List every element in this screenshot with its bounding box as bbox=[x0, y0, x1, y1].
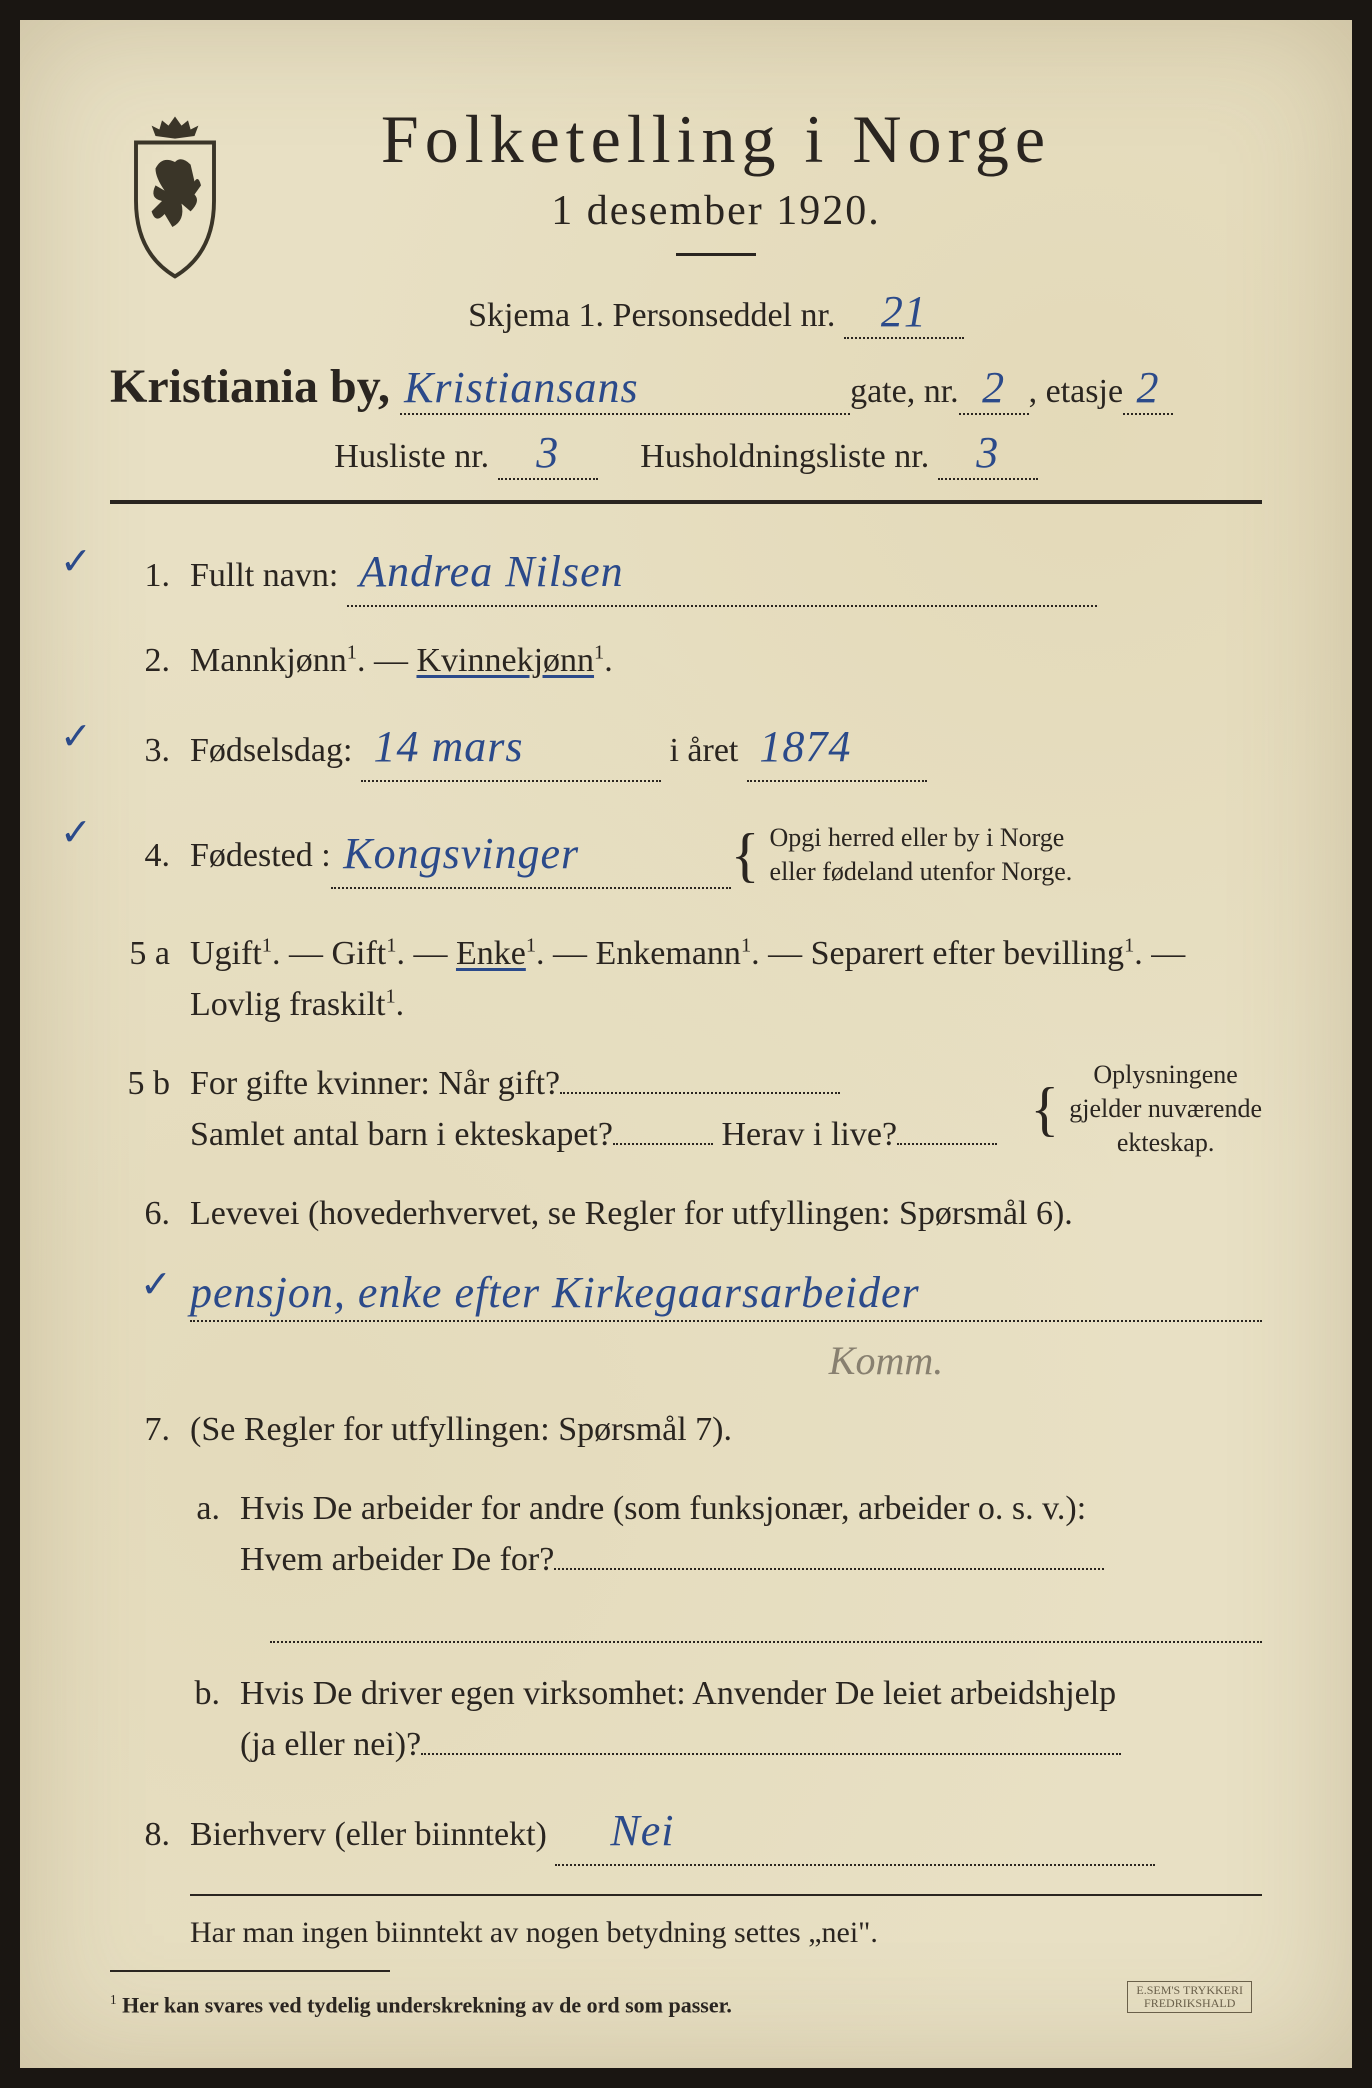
q6-value2: Komm. bbox=[829, 1338, 943, 1383]
check-mark-1: ✓ bbox=[60, 539, 92, 584]
schema-label: Skjema 1. Personseddel nr. bbox=[468, 297, 835, 334]
q3-label: Fødselsdag: bbox=[190, 732, 352, 769]
q5b-label1: For gifte kvinner: Når gift? bbox=[190, 1065, 560, 1102]
q7b-label: b. bbox=[190, 1675, 240, 1713]
q5b-note: Oplysningene gjelder nuværende ekteskap. bbox=[1069, 1058, 1262, 1159]
etasje-value: 2 bbox=[1137, 363, 1160, 412]
check-mark-4: ✓ bbox=[60, 810, 92, 855]
gate-label: gate, nr. bbox=[850, 373, 959, 411]
q7a-blank-line bbox=[270, 1613, 1262, 1643]
footnote-rule bbox=[110, 1970, 390, 1972]
q3-year: 1874 bbox=[759, 722, 851, 771]
crest-svg bbox=[110, 110, 240, 279]
q7a-label: a. bbox=[190, 1490, 240, 1528]
q5a-ugift: Ugift bbox=[190, 935, 262, 972]
subtitle: 1 desember 1920. bbox=[270, 187, 1162, 235]
q5a-row: 5 a Ugift1. — Gift1. — Enke1. — Enkemann… bbox=[110, 928, 1262, 1030]
q3-year-label: i året bbox=[669, 732, 738, 769]
q7-label: (Se Regler for utfyllingen: Spørsmål 7). bbox=[190, 1404, 1262, 1455]
q8-num: 8. bbox=[110, 1816, 190, 1854]
q5a-num: 5 a bbox=[110, 935, 190, 973]
schema-line: Skjema 1. Personseddel nr. 21 bbox=[270, 286, 1162, 339]
q8-label: Bierhverv (eller biinntekt) bbox=[190, 1816, 547, 1853]
q4-value: Kongsvinger bbox=[343, 829, 579, 878]
q5a-enke: Enke bbox=[456, 935, 526, 972]
check-mark-3: ✓ bbox=[60, 714, 92, 759]
q6-num: 6. bbox=[110, 1195, 190, 1233]
q5b-row: 5 b For gifte kvinner: Når gift? Samlet … bbox=[110, 1058, 1262, 1160]
q6-value-line: pensjon, enke efter Kirkegaarsarbeider bbox=[190, 1267, 1262, 1322]
q6-label: Levevei (hovederhvervet, se Regler for u… bbox=[190, 1188, 1262, 1239]
q2-dash: — bbox=[374, 642, 417, 679]
q5b-label2: Samlet antal barn i ekteskapet? bbox=[190, 1116, 613, 1153]
q6-value: pensjon, enke efter Kirkegaarsarbeider bbox=[190, 1268, 920, 1317]
personseddel-nr: 21 bbox=[881, 287, 927, 336]
q7b-row: b. Hvis De driver egen virksomhet: Anven… bbox=[190, 1668, 1262, 1770]
title-block: Folketelling i Norge 1 desember 1920. Sk… bbox=[270, 100, 1262, 339]
q8-value: Nei bbox=[610, 1806, 674, 1855]
q5a-separert: Separert efter bevilling bbox=[811, 935, 1124, 972]
q8-row: 8. Bierhverv (eller biinntekt) Nei bbox=[110, 1798, 1262, 1866]
q7a-text2: Hvem arbeider De for? bbox=[240, 1541, 554, 1578]
footer-rule bbox=[190, 1894, 1262, 1896]
main-title: Folketelling i Norge bbox=[270, 100, 1162, 179]
q7-row: 7. (Se Regler for utfyllingen: Spørsmål … bbox=[110, 1404, 1262, 1455]
q1-value: Andrea Nilsen bbox=[359, 547, 623, 596]
q1-num: 1. bbox=[110, 557, 190, 595]
city-name: Kristiania by, bbox=[110, 359, 390, 414]
husholdning-label: Husholdningsliste nr. bbox=[640, 438, 929, 475]
q7b-text1: Hvis De driver egen virksomhet: Anvender… bbox=[240, 1675, 1116, 1712]
husliste-nr: 3 bbox=[536, 428, 559, 477]
title-divider bbox=[676, 253, 756, 256]
q7b-text2: (ja eller nei)? bbox=[240, 1726, 421, 1763]
q5a-fraskilt: Lovlig fraskilt bbox=[190, 986, 385, 1023]
q5a-gift: Gift bbox=[331, 935, 386, 972]
check-mark-6: ✓ bbox=[140, 1262, 172, 1307]
q4-label: Fødested : bbox=[190, 830, 331, 881]
q1-label: Fullt navn: bbox=[190, 557, 338, 594]
city-line: Kristiania by, Kristiansans gate, nr. 2 … bbox=[110, 359, 1262, 415]
census-form-page: Folketelling i Norge 1 desember 1920. Sk… bbox=[20, 20, 1352, 2068]
printer-stamp: E.SEM'S TRYKKERI FREDRIKSHALD bbox=[1127, 1981, 1252, 2013]
footer-note2: 1 Her kan svares ved tydelig underskrekn… bbox=[110, 1992, 1262, 2018]
q6-value2-line: Komm. bbox=[510, 1337, 1262, 1384]
etasje-label: , etasje bbox=[1029, 373, 1123, 411]
q2-male: Mannkjønn bbox=[190, 642, 347, 679]
q6-row: 6. Levevei (hovederhvervet, se Regler fo… bbox=[110, 1188, 1262, 1239]
q4-note: Opgi herred eller by i Norge eller fødel… bbox=[770, 821, 1073, 889]
footer-note1: Har man ingen biinntekt av nogen betydni… bbox=[190, 1916, 1262, 1950]
q2-female: Kvinnekjønn bbox=[416, 642, 594, 679]
husholdning-nr: 3 bbox=[976, 428, 999, 477]
husliste-line: Husliste nr. 3 Husholdningsliste nr. 3 bbox=[110, 427, 1262, 480]
q5a-enkemann: Enkemann bbox=[596, 935, 741, 972]
q7a-text1: Hvis De arbeider for andre (som funksjon… bbox=[240, 1490, 1086, 1527]
gate-nr: 2 bbox=[982, 363, 1005, 412]
section-divider bbox=[110, 500, 1262, 504]
q2-num: 2. bbox=[110, 642, 190, 680]
q1-row: ✓ 1. Fullt navn: Andrea Nilsen bbox=[110, 539, 1262, 607]
header: Folketelling i Norge 1 desember 1920. Sk… bbox=[110, 100, 1262, 339]
brace-icon-2: { bbox=[1030, 1064, 1059, 1154]
q3-daymonth: 14 mars bbox=[373, 722, 523, 771]
q5b-label3: Herav i live? bbox=[721, 1116, 897, 1153]
q7-num: 7. bbox=[110, 1411, 190, 1449]
husliste-label: Husliste nr. bbox=[334, 438, 489, 475]
q3-row: ✓ 3. Fødselsdag: 14 mars i året 1874 bbox=[110, 714, 1262, 782]
q7a-row: a. Hvis De arbeider for andre (som funks… bbox=[190, 1483, 1262, 1585]
brace-icon: { bbox=[731, 810, 760, 900]
q4-row: ✓ 4. Fødested : Kongsvinger { Opgi herre… bbox=[110, 810, 1262, 900]
q2-row: 2. Mannkjønn1. — Kvinnekjønn1. bbox=[110, 635, 1262, 686]
street-value: Kristiansans bbox=[404, 363, 639, 412]
q5b-num: 5 b bbox=[110, 1065, 190, 1103]
q4-num: 4. bbox=[110, 837, 190, 875]
q3-num: 3. bbox=[110, 732, 190, 770]
coat-of-arms bbox=[110, 110, 240, 280]
